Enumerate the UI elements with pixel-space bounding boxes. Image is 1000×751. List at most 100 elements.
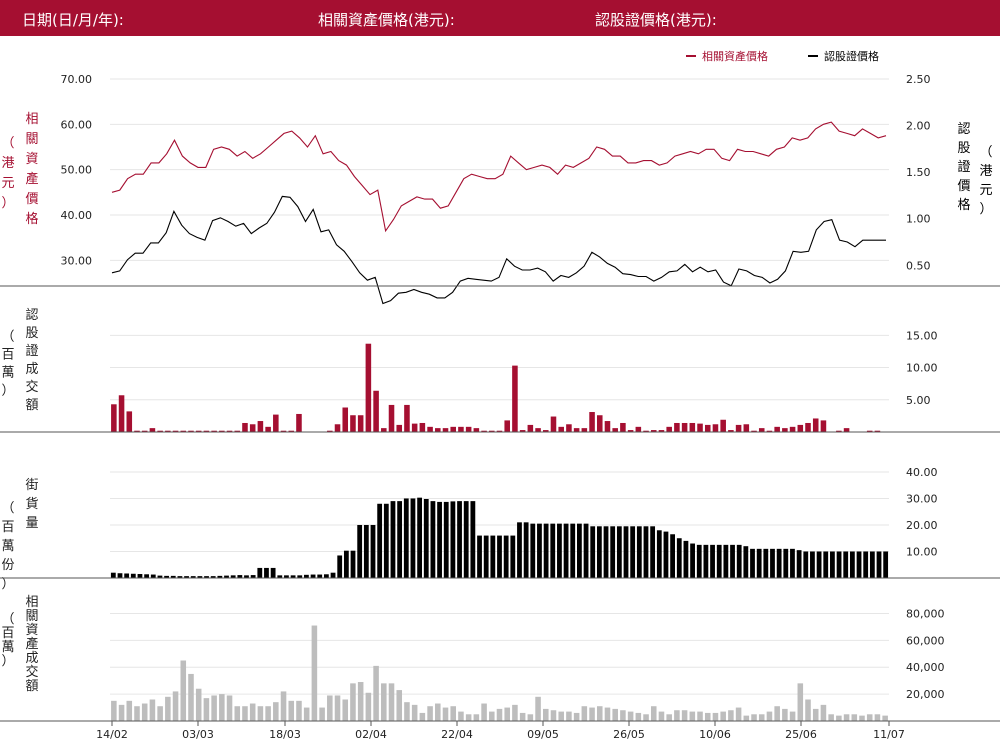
warrant-turnover-bar [797, 424, 804, 432]
outstanding-qty-bar [237, 575, 243, 578]
warrant-turnover-bar [720, 419, 726, 432]
outstanding-qty-bar [676, 538, 682, 578]
warrant-turnover-bar [280, 430, 287, 432]
warrant-turnover-bar [658, 430, 665, 432]
underlying-turnover-bar [627, 711, 634, 721]
outstanding-qty-bar [743, 546, 749, 578]
underlying-turnover-bar [373, 665, 379, 721]
outstanding-qty-bar [144, 574, 150, 578]
outstanding-qty-bar [383, 503, 389, 578]
underlying-turnover-bar [650, 706, 657, 721]
outstanding-qty-bar [337, 555, 343, 578]
x-axis-tick-label: 09/05 [527, 728, 559, 741]
outstanding-qty-tick-label: 20.00 [906, 519, 938, 532]
outstanding-qty-bar [636, 526, 642, 578]
underlying-turnover-bar [843, 714, 850, 721]
outstanding-qty-bar [204, 576, 209, 578]
warrant-turnover-axis-title-char: ） [1, 384, 14, 399]
underlying-turnover-bar [658, 711, 665, 721]
warrant-turnover-bar [388, 404, 395, 432]
right-axis-title-char: 認 [957, 121, 970, 137]
right-axis-title-char: 元 [979, 183, 992, 198]
underlying-turnover-bar [180, 660, 187, 721]
warrant-turnover-axis-title-char: 股 [25, 326, 38, 341]
right-axis-title-char: 股 [957, 141, 970, 156]
outstanding-qty-bar [796, 550, 802, 578]
warrant-turnover-bar [535, 428, 541, 432]
outstanding-qty-bar [537, 523, 542, 578]
underlying-turnover-bar [604, 707, 611, 721]
outstanding-qty-bar [390, 501, 396, 578]
underlying-turnover-bar [311, 625, 318, 721]
underlying-turnover-bar [550, 710, 557, 721]
warrant-turnover-axis-title-char: 證 [25, 343, 38, 359]
underlying-turnover-bar [450, 706, 456, 721]
x-axis-tick-label: 25/06 [785, 728, 817, 741]
outstanding-qty-bar [783, 548, 789, 578]
outstanding-qty-bar [297, 575, 303, 578]
left-axis-title-char: 價 [25, 192, 38, 207]
underlying-turnover-bar [458, 711, 464, 721]
outstanding-qty-tick-label: 40.00 [906, 466, 938, 479]
underlying-turnover-axis-title-char: 百 [1, 626, 14, 641]
outstanding-qty-bar [803, 551, 809, 578]
outstanding-qty-bar [250, 575, 256, 578]
underlying-turnover-axis-title-char: 相 [25, 595, 38, 610]
warrant-turnover-bar [427, 426, 433, 432]
underlying-turnover-axis-title-char: 萬 [1, 640, 14, 655]
underlying-turnover-bar [543, 708, 549, 721]
warrant-turnover-bar [866, 430, 873, 432]
outstanding-qty-bar [876, 551, 882, 578]
outstanding-qty-bar [110, 572, 116, 578]
warrant-turnover-bar [342, 407, 349, 432]
outstanding-qty-bar [663, 531, 669, 578]
warrant-turnover-bar [751, 430, 757, 432]
chart-canvas: 70.00 60.00 50.00 40.00 30.00 2.50 2.00 1.50 1.0… [0, 49, 1000, 741]
underlying-turnover-bar [172, 691, 179, 721]
outstanding-qty-bar [117, 573, 123, 578]
underlying-turnover-bar [365, 692, 372, 721]
outstanding-qty-bar [790, 548, 795, 578]
underlying-turnover-tick-label: 20,000 [906, 688, 945, 701]
left-axis-tick-label: 30.00 [61, 254, 93, 267]
right-axis-tick-label: 0.50 [906, 259, 931, 272]
outstanding-qty-axis-title-char: 百 [1, 520, 14, 535]
outstanding-qty-bar [483, 535, 489, 578]
outstanding-qty-bar [830, 551, 835, 578]
x-axis-tick-label: 03/03 [182, 728, 214, 741]
warrant-turnover-axis-title-char: 成 [25, 362, 38, 377]
warrant-turnover-bar [149, 428, 156, 432]
outstanding-qty-bar [863, 551, 869, 578]
underlying-turnover-bar [273, 702, 279, 721]
underlying-turnover-bar [681, 710, 688, 721]
outstanding-qty-bar [763, 548, 769, 578]
warrant-turnover-bar [226, 430, 233, 432]
underlying-turnover-bar [435, 703, 441, 721]
right-axis-title-char: 港 [979, 164, 992, 179]
underlying-turnover-bar [566, 711, 572, 721]
outstanding-qty-bar [443, 501, 449, 578]
warrant-turnover-bar [735, 424, 742, 432]
underlying-turnover-bar [558, 711, 564, 721]
underlying-turnover-axis-title-char: 交 [25, 664, 38, 680]
underlying-turnover-bar [596, 706, 603, 721]
warrant-turnover-tick-label: 10.00 [906, 362, 938, 375]
warrant-turnover-bar [357, 415, 364, 432]
underlying-turnover-bar [319, 707, 325, 721]
warrant-turnover-bar [249, 424, 256, 432]
underlying-turnover-bar [496, 708, 503, 721]
underlying-turnover-bar [165, 696, 171, 721]
left-axis-tick-label: 60.00 [61, 118, 93, 131]
outstanding-qty-bar [497, 535, 502, 578]
warrant-turnover-bar [812, 418, 819, 432]
underlying-turnover-bar [226, 695, 233, 721]
outstanding-qty-bar [776, 548, 782, 578]
outstanding-qty-bar [403, 498, 409, 578]
warrant-price-line [111, 195, 886, 305]
underlying-turnover-bar [249, 703, 256, 721]
underlying-turnover-bar [203, 698, 210, 721]
warrant-turnover-bar [172, 430, 179, 432]
outstanding-qty-bar [603, 526, 609, 578]
warrant-turnover-bar [743, 424, 750, 432]
underlying-turnover-axis-title-char: 成 [25, 651, 38, 666]
